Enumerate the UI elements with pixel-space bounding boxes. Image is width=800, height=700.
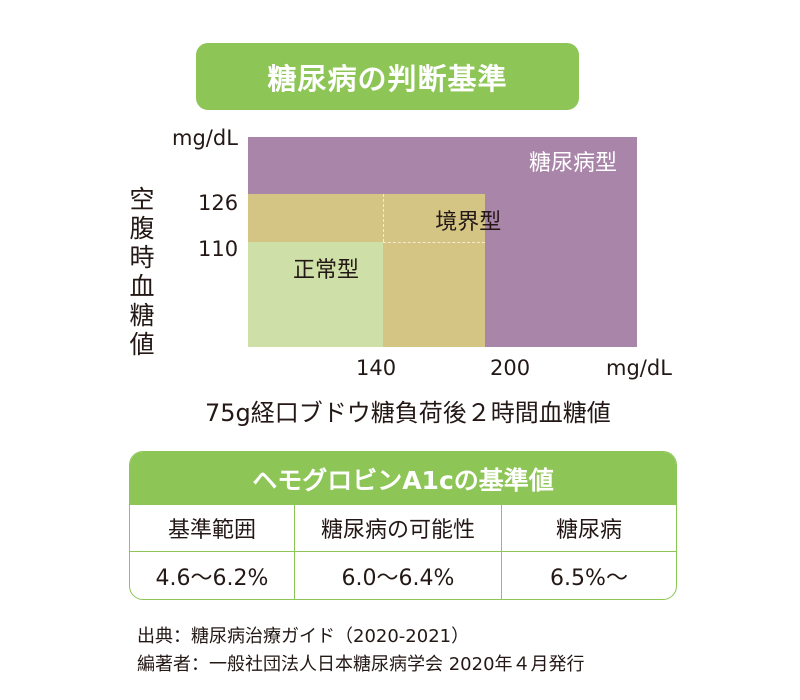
y-tick-110: 110 <box>198 237 239 261</box>
hba1c-table: 基準範囲 糖尿病の可能性 糖尿病 4.6～6.2% 6.0～6.4% 6.5%～ <box>130 505 676 599</box>
x-axis-unit: mg/dL <box>606 356 672 380</box>
y-axis-label-char: 時 <box>129 243 155 272</box>
y-tick-126: 126 <box>198 191 239 215</box>
y-axis-label: 空腹時血糖値 <box>128 185 156 359</box>
y-axis-unit: mg/dL <box>172 126 238 150</box>
region-label: 糖尿病型 <box>529 151 618 176</box>
x-axis-label: 75g経口ブドウ糖負荷後２時間血糖値 <box>205 399 611 427</box>
hba1c-table-card: ヘモグロビンA1cの基準値 基準範囲 糖尿病の可能性 糖尿病 4.6～6.2% … <box>129 451 677 600</box>
hba1c-title: ヘモグロビンA1cの基準値 <box>130 452 676 505</box>
table-value-cell: 4.6～6.2% <box>130 552 295 599</box>
guide-line-y110 <box>383 242 485 243</box>
page-title: 糖尿病の判断基準 <box>196 43 579 110</box>
table-header-cell: 糖尿病 <box>502 505 676 552</box>
y-axis-label-char: 空 <box>129 185 155 214</box>
source-publisher: 編著者：一般社団法人日本糖尿病学会 2020年４月発行 <box>137 654 585 675</box>
x-tick-140: 140 <box>356 356 397 380</box>
table-value-cell: 6.5%～ <box>550 565 628 591</box>
region-label: 正常型 <box>293 258 360 283</box>
table-header-cell: 糖尿病の可能性 <box>295 505 502 552</box>
y-axis-label-char: 糖 <box>129 301 155 330</box>
table-header-cell: 基準範囲 <box>130 505 295 552</box>
x-tick-200: 200 <box>490 356 531 380</box>
region-normal <box>248 242 384 347</box>
y-axis-label-char: 血 <box>129 272 155 301</box>
source-citation: 出典：糖尿病治療ガイド（2020-2021） <box>137 626 470 647</box>
table-value-cell: 6.0～6.4% <box>295 552 502 599</box>
y-axis-label-char: 腹 <box>129 214 155 243</box>
region-label: 境界型 <box>435 210 502 235</box>
y-axis-label-char: 値 <box>129 330 155 359</box>
guide-line-x140 <box>383 194 385 242</box>
